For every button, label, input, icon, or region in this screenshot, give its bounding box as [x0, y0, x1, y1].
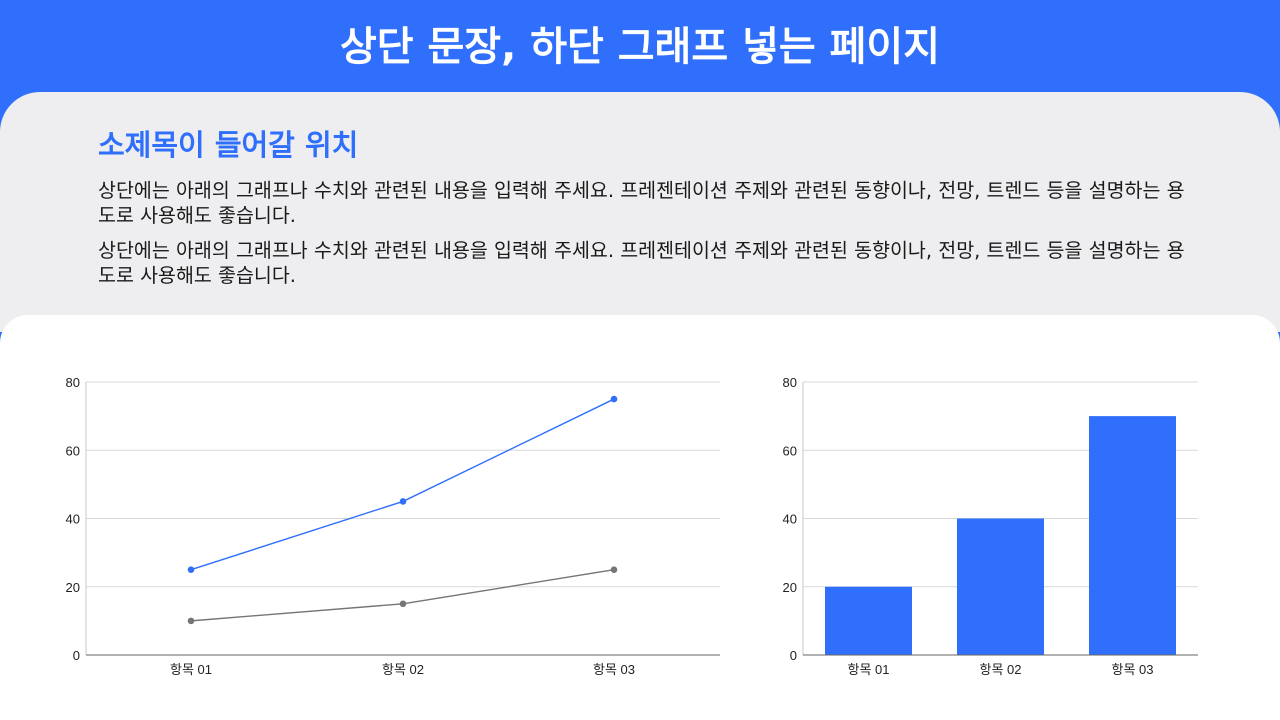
data-point: [610, 395, 618, 403]
data-point: [399, 498, 407, 505]
line-chart: 0 20 40 60 80 항목 01 항목 02 항목 03: [66, 375, 720, 677]
x-tick-label: 항목 02: [382, 662, 424, 677]
data-point: [399, 600, 407, 608]
line-series: [190, 568, 615, 622]
bar: [825, 586, 912, 655]
y-tick-label: 40: [783, 512, 797, 527]
body-paragraph-2: 상단에는 아래의 그래프나 수치와 관련된 내용을 입력해 주세요. 프레젠테이…: [98, 239, 1185, 287]
text-panel: 소제목이 들어갈 위치 상단에는 아래의 그래프나 수치와 관련된 내용을 입력…: [0, 92, 1280, 332]
y-tick-label: 20: [783, 580, 797, 595]
subtitle: 소제목이 들어갈 위치: [98, 128, 359, 162]
y-tick-label: 80: [783, 375, 797, 390]
data-point: [187, 617, 195, 625]
bar: [957, 518, 1044, 655]
data-point: [610, 566, 618, 573]
y-tick-label: 40: [66, 512, 80, 527]
y-tick-label: 20: [66, 580, 80, 595]
x-tick-label: 항목 03: [1112, 662, 1154, 677]
y-tick-label: 0: [73, 648, 80, 663]
bar: [1089, 416, 1176, 655]
line-series: [190, 398, 615, 571]
y-tick-label: 80: [66, 375, 80, 390]
x-tick-label: 항목 03: [593, 662, 635, 677]
x-tick-label: 항목 01: [848, 662, 890, 677]
data-point: [187, 566, 195, 573]
body-paragraph-1: 상단에는 아래의 그래프나 수치와 관련된 내용을 입력해 주세요. 프레젠테이…: [98, 179, 1185, 227]
page-title: 상단 문장, 하단 그래프 넣는 페이지: [339, 24, 941, 70]
header-bar: 상단 문장, 하단 그래프 넣는 페이지: [0, 0, 1280, 92]
y-tick-label: 0: [790, 648, 797, 663]
bar-chart: 0 20 40 60 80 항목 01 항목 02 항목 03: [783, 375, 1198, 677]
y-tick-label: 60: [783, 443, 797, 458]
x-tick-label: 항목 01: [170, 662, 212, 677]
x-tick-label: 항목 02: [980, 662, 1022, 677]
y-tick-label: 60: [66, 443, 80, 458]
